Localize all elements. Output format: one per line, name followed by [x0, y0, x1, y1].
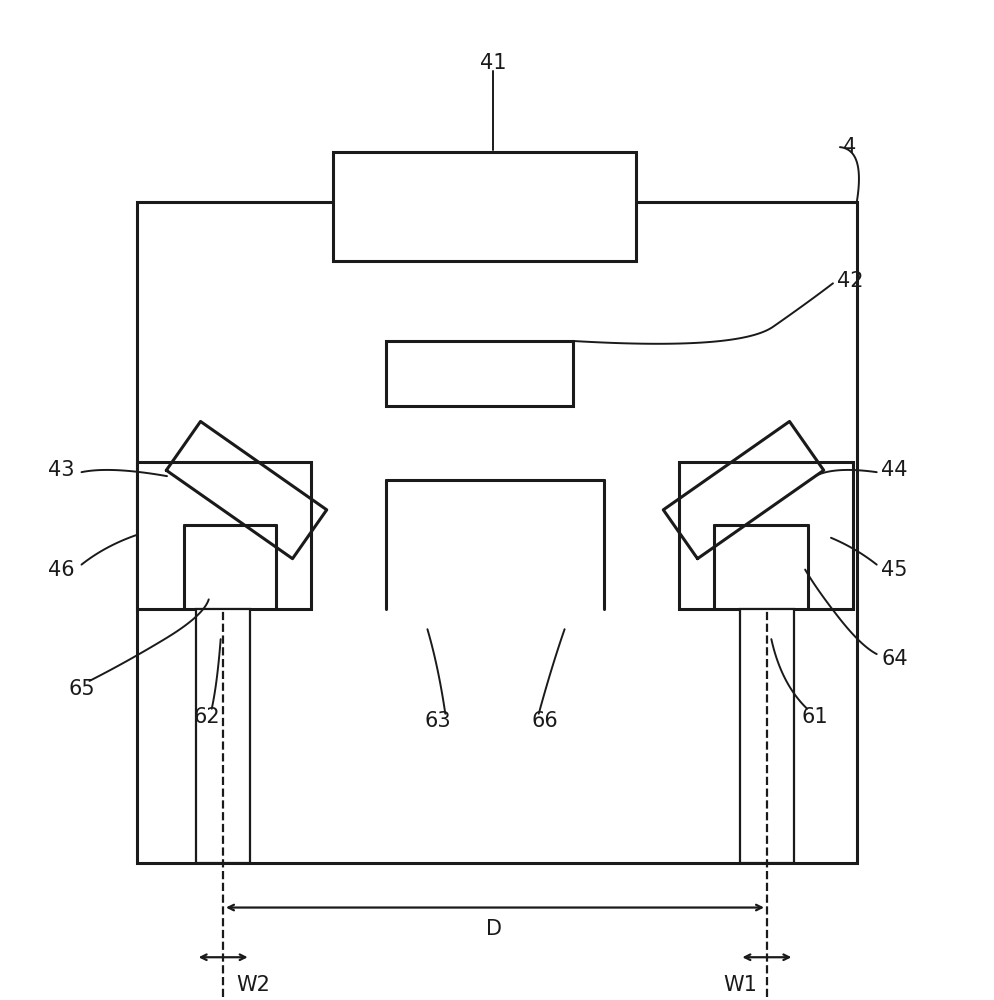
Text: 4: 4: [843, 137, 857, 157]
Text: 43: 43: [49, 460, 75, 480]
Bar: [386, 341, 573, 406]
Bar: [137, 462, 311, 609]
Text: W1: W1: [724, 975, 757, 995]
Text: 64: 64: [882, 649, 908, 669]
Text: 61: 61: [802, 707, 828, 727]
Bar: [679, 462, 853, 609]
Bar: [196, 609, 250, 863]
Text: 42: 42: [837, 271, 863, 291]
Text: 63: 63: [424, 711, 450, 731]
Text: 65: 65: [69, 679, 94, 699]
Text: 46: 46: [49, 560, 75, 580]
Text: D: D: [486, 919, 502, 939]
Text: W2: W2: [237, 975, 270, 995]
Bar: [137, 202, 857, 863]
Text: 41: 41: [480, 53, 506, 73]
Text: 45: 45: [882, 560, 908, 580]
Text: 62: 62: [194, 707, 220, 727]
Bar: [740, 609, 794, 863]
Text: 44: 44: [882, 460, 908, 480]
Text: 66: 66: [532, 711, 558, 731]
Bar: [333, 152, 636, 261]
